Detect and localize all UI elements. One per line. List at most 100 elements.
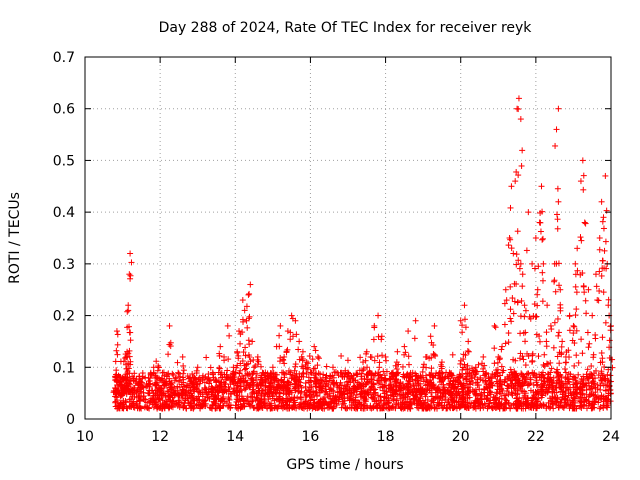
data-point	[505, 242, 512, 249]
data-point	[529, 358, 536, 365]
data-point	[383, 357, 390, 364]
data-point	[553, 380, 560, 387]
data-point	[586, 340, 593, 347]
data-point	[553, 126, 560, 133]
data-point	[598, 198, 605, 205]
data-point	[534, 286, 541, 293]
data-point	[416, 398, 423, 405]
data-point	[237, 340, 244, 347]
data-point	[507, 204, 514, 211]
data-point	[167, 343, 174, 350]
data-point	[541, 351, 548, 358]
data-point	[555, 198, 562, 205]
data-point	[517, 116, 524, 123]
data-point	[247, 358, 254, 365]
data-point	[273, 390, 280, 397]
data-point	[375, 312, 382, 319]
data-point	[555, 332, 562, 339]
data-point	[557, 307, 564, 314]
data-point	[550, 405, 557, 412]
data-point	[207, 364, 214, 371]
data-point	[502, 396, 509, 403]
data-point	[394, 348, 401, 355]
data-point	[291, 394, 298, 401]
y-tick-label: 0.5	[53, 153, 75, 169]
data-point	[599, 334, 606, 341]
data-point	[498, 346, 505, 353]
data-point	[113, 347, 120, 354]
data-point	[465, 348, 472, 355]
data-point	[395, 401, 402, 408]
data-point	[371, 324, 378, 331]
data-point	[112, 358, 119, 365]
data-point	[603, 207, 610, 214]
x-tick-label: 18	[377, 429, 395, 445]
data-point	[492, 324, 499, 331]
data-point	[566, 327, 573, 334]
data-point	[573, 306, 580, 313]
data-point	[201, 397, 208, 404]
x-tick-label: 20	[452, 429, 470, 445]
data-point	[378, 333, 385, 340]
data-point	[582, 297, 589, 304]
data-point	[405, 353, 412, 360]
data-point	[313, 388, 320, 395]
data-point	[539, 277, 546, 284]
data-point	[522, 362, 529, 369]
data-point	[553, 211, 560, 218]
y-tick-label: 0.1	[53, 360, 75, 376]
data-point	[600, 372, 607, 379]
data-point	[605, 302, 612, 309]
data-point	[514, 299, 521, 306]
data-point	[245, 291, 252, 298]
data-point	[606, 337, 613, 344]
y-tick-label: 0	[66, 412, 75, 428]
data-point	[604, 371, 611, 378]
data-point	[314, 353, 321, 360]
data-point	[555, 105, 562, 112]
data-point	[523, 247, 530, 254]
data-point	[112, 398, 119, 405]
data-point	[344, 357, 351, 364]
data-point	[269, 364, 276, 371]
data-point	[234, 349, 241, 356]
data-point	[539, 236, 546, 243]
data-point	[449, 351, 456, 358]
data-point	[589, 312, 596, 319]
data-point	[574, 245, 581, 252]
data-point	[572, 312, 579, 319]
data-point	[548, 326, 555, 333]
data-point	[562, 359, 569, 366]
data-point	[597, 386, 604, 393]
data-point	[538, 394, 545, 401]
data-point	[581, 219, 588, 226]
data-point	[379, 383, 386, 390]
data-point	[478, 396, 485, 403]
data-point	[580, 172, 587, 179]
data-point	[411, 335, 418, 342]
data-point	[329, 364, 336, 371]
data-point	[543, 343, 550, 350]
data-point	[520, 330, 527, 337]
data-point	[126, 271, 133, 278]
data-point	[175, 370, 182, 377]
data-point	[596, 246, 603, 253]
data-point	[239, 297, 246, 304]
data-point	[598, 392, 605, 399]
data-point	[498, 395, 505, 402]
data-point	[338, 352, 345, 359]
data-point	[180, 367, 187, 374]
data-point	[114, 331, 121, 338]
data-point	[475, 361, 482, 368]
data-point	[515, 95, 522, 102]
data-point	[508, 183, 515, 190]
data-point	[588, 363, 595, 370]
data-point	[246, 313, 253, 320]
data-point	[179, 353, 186, 360]
data-point	[556, 329, 563, 336]
data-point	[596, 235, 603, 241]
data-point	[572, 283, 579, 290]
data-point	[582, 220, 589, 227]
data-point	[420, 361, 427, 368]
data-point	[419, 374, 426, 381]
